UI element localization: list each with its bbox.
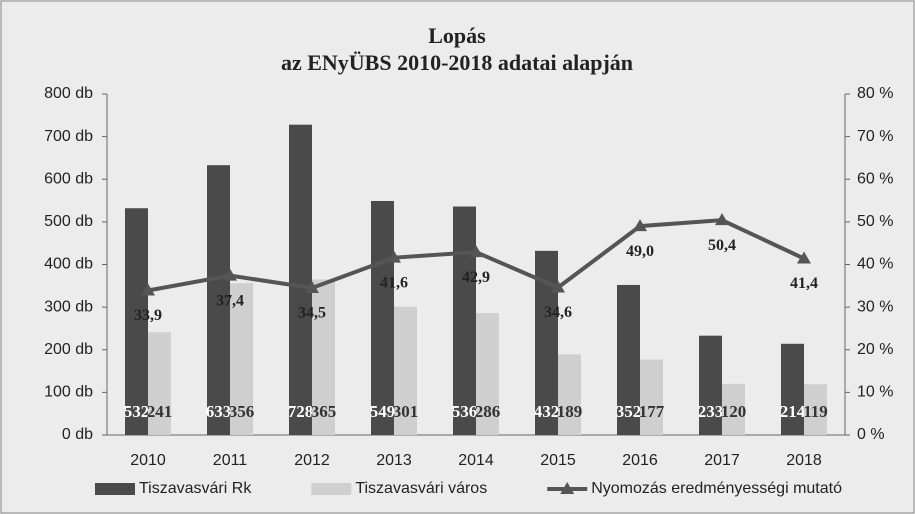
y2-tick-label: 0 %: [857, 426, 885, 443]
y2-tick-label: 20 %: [857, 341, 893, 358]
bar: [535, 250, 558, 435]
bar: [722, 383, 745, 435]
bar-label: 532: [124, 402, 150, 421]
line-label: 37,4: [216, 292, 244, 309]
x-tick-label: 2018: [786, 452, 822, 469]
bar: [312, 279, 335, 435]
bar: [148, 332, 171, 435]
x-tick-label: 2016: [622, 452, 658, 469]
line-label: 33,9: [134, 307, 162, 324]
bar-label: 536: [452, 402, 478, 421]
y-tick-label: 300 db: [44, 298, 93, 315]
legend-swatch: [311, 483, 352, 495]
x-tick-label: 2010: [130, 452, 166, 469]
x-tick-label: 2015: [540, 452, 576, 469]
bar-label: 214: [780, 402, 806, 421]
x-tick-label: 2011: [213, 452, 248, 469]
y-tick-label: 700 db: [44, 128, 93, 145]
bar: [640, 359, 663, 435]
bar-label: 286: [475, 402, 501, 421]
y-tick-label: 500 db: [44, 213, 93, 230]
line-marker: [387, 250, 401, 263]
bar: [230, 283, 253, 435]
chart-title: Lopás: [428, 23, 486, 48]
y-tick-label: 100 db: [44, 384, 93, 401]
bar: [289, 124, 312, 435]
y2-tick-label: 70 %: [857, 128, 893, 145]
y2-tick-label: 80 %: [857, 85, 893, 102]
bar-label: 432: [534, 402, 560, 421]
bar-label: 365: [311, 402, 337, 421]
bar-label: 177: [639, 402, 665, 421]
line-label: 34,6: [544, 304, 572, 321]
line-marker: [715, 213, 729, 226]
x-tick-label: 2014: [458, 452, 494, 469]
bar-label: 301: [393, 402, 419, 421]
line-label: 41,4: [790, 275, 818, 292]
bar: [617, 284, 640, 435]
bar: [804, 384, 827, 435]
line-label: 41,6: [380, 274, 408, 291]
line-marker: [797, 251, 811, 264]
bar: [453, 206, 476, 435]
bar-label: 728: [288, 402, 314, 421]
y-tick-label: 800 db: [44, 85, 93, 102]
bar-label: 120: [721, 402, 747, 421]
y-tick-label: 0 db: [62, 426, 93, 443]
line-marker: [223, 268, 237, 281]
line-marker: [551, 280, 565, 293]
line-label: 49,0: [626, 243, 654, 260]
y-tick-label: 600 db: [44, 170, 93, 187]
x-tick-label: 2017: [704, 452, 740, 469]
x-tick-label: 2013: [376, 452, 412, 469]
legend-swatch: [95, 483, 135, 495]
bar: [207, 165, 230, 435]
bar: [371, 200, 394, 435]
legend-label: Tiszavasvári Rk: [139, 480, 252, 497]
chart-subtitle: az ENyÜBS 2010-2018 adatai alapján: [281, 50, 633, 75]
legend-label: Tiszavasvári város: [355, 480, 487, 497]
bar: [125, 208, 148, 435]
y2-tick-label: 30 %: [857, 298, 893, 315]
legend-label: Nyomozás eredményességi mutató: [591, 480, 842, 497]
bar-label: 119: [803, 402, 828, 421]
bar: [699, 335, 722, 435]
line-label: 42,9: [462, 269, 490, 286]
y-tick-label: 400 db: [44, 256, 93, 273]
line-marker: [141, 283, 155, 296]
bar-label: 233: [698, 402, 724, 421]
y2-tick-label: 40 %: [857, 256, 893, 273]
bar-label: 352: [616, 402, 642, 421]
line-label: 34,5: [298, 305, 326, 322]
bar: [558, 354, 581, 435]
y2-tick-label: 50 %: [857, 213, 893, 230]
bar-label: 189: [557, 402, 583, 421]
bar-label: 356: [229, 402, 255, 421]
y2-tick-label: 60 %: [857, 170, 893, 187]
bar-label: 549: [370, 402, 396, 421]
bar-label: 633: [206, 402, 232, 421]
line-marker: [633, 219, 647, 232]
x-tick-label: 2012: [294, 452, 330, 469]
bar: [394, 306, 417, 435]
y-tick-label: 200 db: [44, 341, 93, 358]
bar: [476, 313, 499, 435]
bar-label: 241: [147, 402, 173, 421]
line-marker: [469, 245, 483, 258]
line-marker: [305, 280, 319, 293]
bar: [781, 343, 804, 435]
legend-swatch-marker: [560, 482, 575, 494]
y2-tick-label: 10 %: [857, 384, 893, 401]
line-label: 50,4: [708, 237, 736, 254]
